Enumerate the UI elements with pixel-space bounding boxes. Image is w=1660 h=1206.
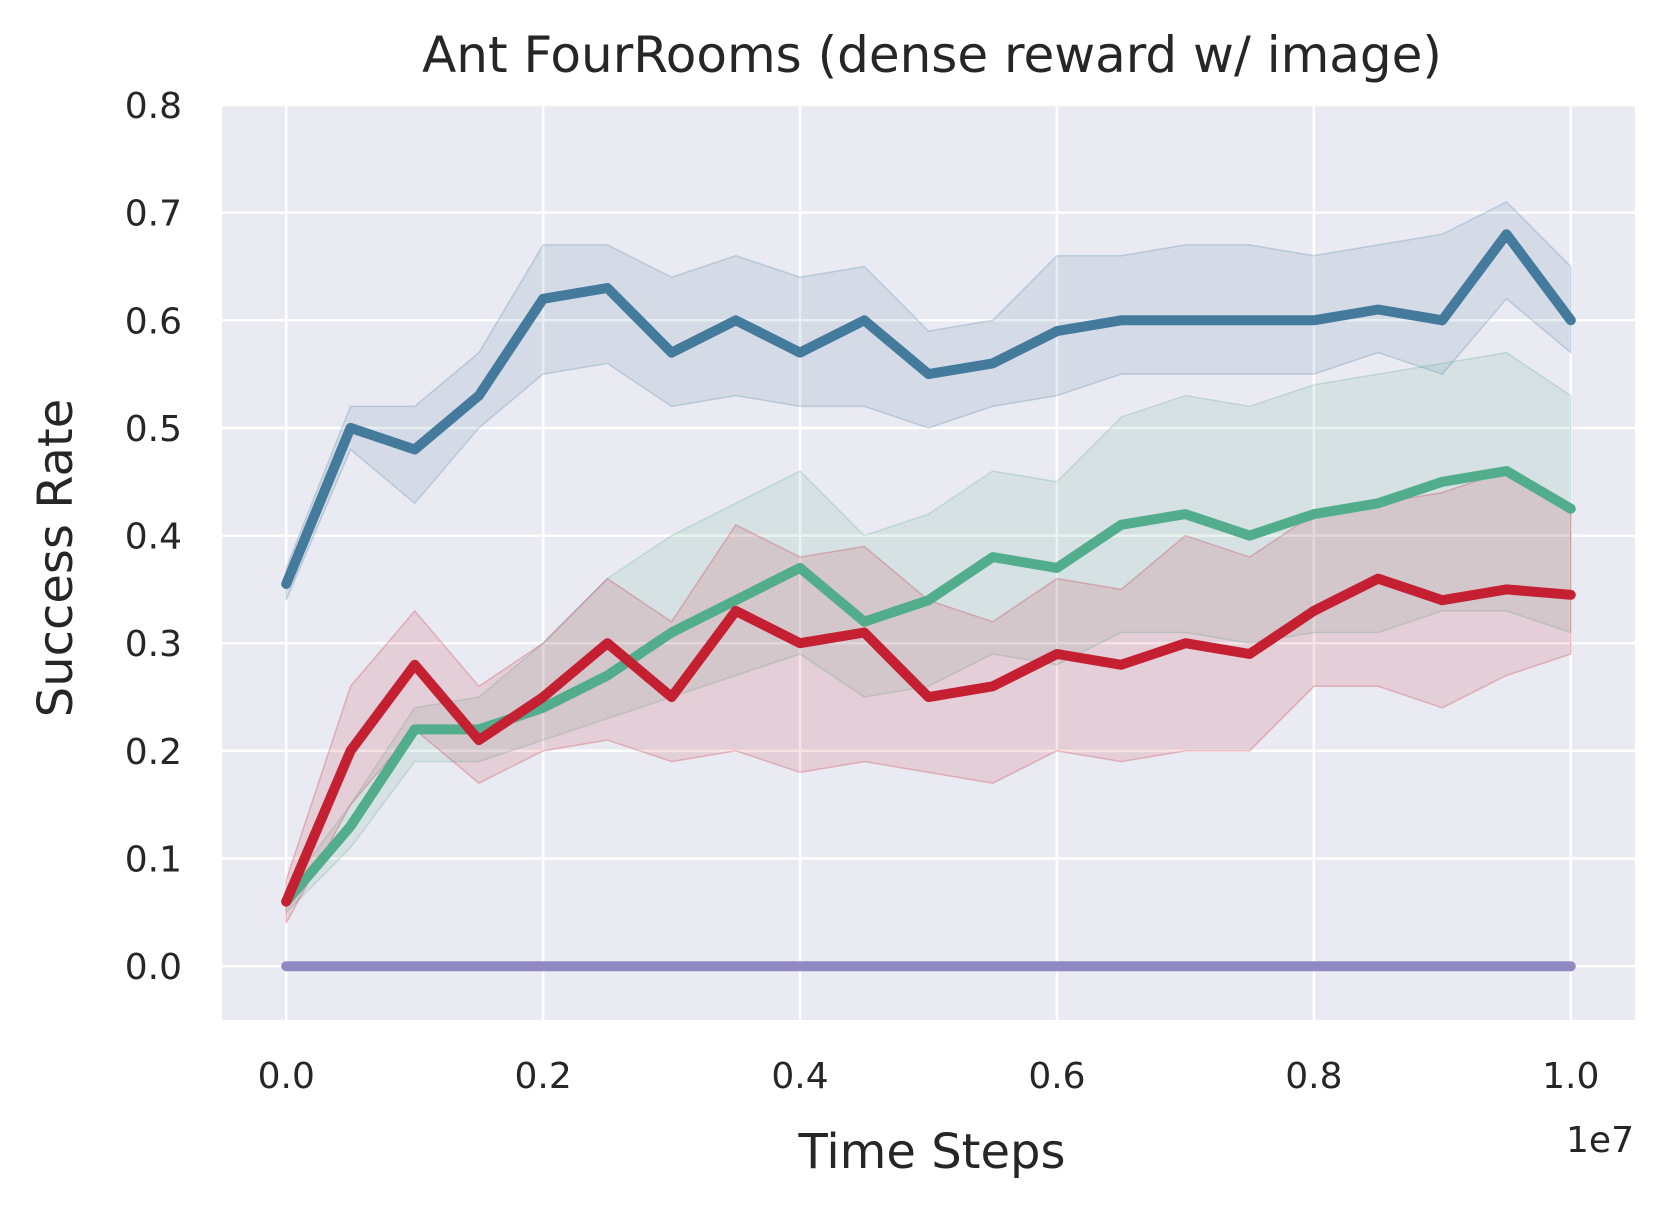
x-tick-label: 0.0 <box>258 1056 315 1097</box>
x-axis-label: Time Steps <box>797 1124 1065 1180</box>
y-tick-label: 0.4 <box>125 517 182 558</box>
series-lines <box>281 229 1576 972</box>
x-tick-label: 0.6 <box>1028 1056 1085 1097</box>
y-tick-labels: 0.0 0.1 0.2 0.3 0.4 0.5 0.6 0.7 0.8 <box>125 86 182 988</box>
x-tick-labels: 0.0 0.2 0.4 0.6 0.8 1.0 <box>258 1056 1600 1097</box>
series-1-band <box>285 200 1572 601</box>
y-tick-label: 0.2 <box>125 732 182 773</box>
y-axis-label: Success Rate <box>28 399 84 718</box>
y-tick-label: 0.5 <box>125 409 182 450</box>
grid-lines <box>222 103 1635 1020</box>
x-tick-label: 0.8 <box>1285 1056 1342 1097</box>
y-tick-label: 0.8 <box>125 86 182 127</box>
y-tick-label: 0.1 <box>125 840 182 881</box>
y-tick-label: 0.0 <box>125 947 182 988</box>
y-tick-label: 0.6 <box>125 301 182 342</box>
series-3-line <box>281 573 1576 907</box>
y-tick-label: 0.7 <box>125 194 182 235</box>
chart-title: Ant FourRooms (dense reward w/ image) <box>422 26 1442 84</box>
x-tick-label: 1.0 <box>1542 1056 1599 1097</box>
x-axis-offset-label: 1e7 <box>1566 1120 1634 1161</box>
series-1-line <box>281 229 1576 589</box>
y-tick-label: 0.3 <box>125 624 182 665</box>
x-tick-label: 0.4 <box>771 1056 828 1097</box>
plot-area <box>222 105 1635 1020</box>
x-tick-label: 0.2 <box>515 1056 572 1097</box>
